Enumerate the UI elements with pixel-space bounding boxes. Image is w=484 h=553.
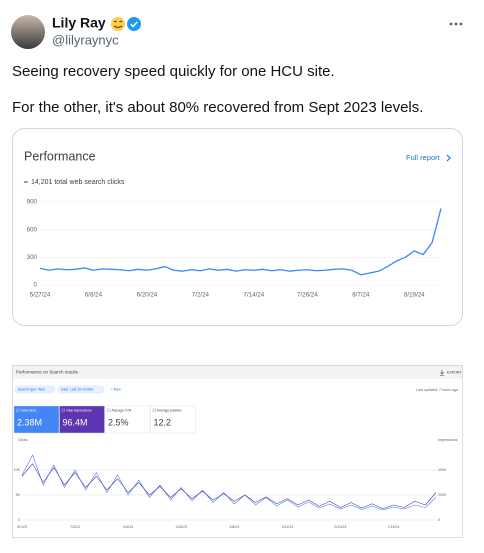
metric-checkbox[interactable] xyxy=(16,408,20,412)
header-bar xyxy=(13,366,462,379)
verified-badge xyxy=(127,17,141,31)
x-tick-label: 6/20/24 xyxy=(137,292,158,299)
x-tick-label: 5/27/24 xyxy=(30,292,51,299)
emoji xyxy=(111,17,125,31)
x-tick-label: 1/8/24 xyxy=(229,525,239,529)
export-button[interactable]: EXPORT xyxy=(447,370,463,374)
x-tick-label: 7/14/24 xyxy=(244,292,265,299)
metric-value: 12.2 xyxy=(154,417,172,427)
x-tick-label: 6/8/24 xyxy=(85,292,103,299)
y2-tick-label: 0 xyxy=(438,518,440,522)
metric-checkbox[interactable] xyxy=(152,408,156,412)
avatar[interactable] xyxy=(11,15,45,49)
x-tick-label: 9/4/23 xyxy=(123,525,133,529)
filter-chip[interactable] xyxy=(57,385,105,394)
legend-label: 14,201 total web search clicks xyxy=(31,179,125,186)
metric-label: Average position xyxy=(157,408,182,412)
y-tick-label: 10K xyxy=(14,468,21,472)
metric-value: 96.4M xyxy=(63,417,88,427)
y2-axis-label: Impressions xyxy=(438,438,458,442)
x-tick-label: 7/26/24 xyxy=(297,292,318,299)
metric-checkbox[interactable] xyxy=(61,408,65,412)
y-tick-label: 0 xyxy=(34,282,38,289)
filter-chip[interactable] xyxy=(14,385,56,394)
y2-tick-label: 400K xyxy=(438,468,447,472)
y2-tick-label: 200K xyxy=(438,493,447,497)
metric-checkbox[interactable] xyxy=(107,408,111,412)
data-line xyxy=(39,208,442,276)
author-name[interactable]: Lily Ray xyxy=(52,15,106,31)
metric-box[interactable] xyxy=(150,405,196,434)
x-tick-label: 8/19/24 xyxy=(404,292,425,299)
chevron xyxy=(446,154,451,162)
metric-box[interactable] xyxy=(59,405,105,434)
x-tick-label: 11/6/23 xyxy=(175,525,187,529)
y-tick-label: 300 xyxy=(27,254,38,261)
y-tick-label: 900 xyxy=(27,199,38,206)
y-tick-label: 0 xyxy=(18,518,20,522)
x-tick-label: 7/15/24 xyxy=(388,525,400,529)
x-tick-label: 5/13/24 xyxy=(334,525,346,529)
x-tick-label: 8/7/24 xyxy=(352,292,370,299)
handle[interactable]: @lilyraynyc xyxy=(52,32,119,47)
x-tick-label: 5/1/23 xyxy=(17,525,27,529)
card-title: Performance on Search results xyxy=(16,370,79,375)
filter-chip-label[interactable]: + New xyxy=(111,388,121,392)
export-icon xyxy=(440,370,444,376)
post-text: For the other, it's about 80% recovered … xyxy=(12,99,423,116)
metric-value: 2.38M xyxy=(17,417,42,427)
data-line xyxy=(21,454,437,511)
metric-value: 2.5% xyxy=(108,417,129,427)
metric-box[interactable] xyxy=(104,405,151,434)
post-text: Seeing recovery speed quickly for one HC… xyxy=(12,63,335,80)
metric-label: Average CTR xyxy=(112,408,133,412)
last-updated: Last updated: 7 hours ago xyxy=(416,388,458,392)
more-menu[interactable] xyxy=(449,22,463,26)
x-tick-label: 7/2/24 xyxy=(192,292,210,299)
x-tick-label: 3/11/24 xyxy=(282,525,294,529)
x-tick-label: 7/3/23 xyxy=(70,525,80,529)
full-report-link[interactable]: Full report xyxy=(406,153,441,162)
filter-chip-label[interactable]: Date: Last 16 months xyxy=(61,388,94,392)
y-tick-label: 600 xyxy=(27,226,38,233)
card-title: Performance xyxy=(24,149,96,163)
metric-box[interactable] xyxy=(13,405,60,434)
metric-label: Total impressions xyxy=(66,408,92,412)
y-axis-label: Clicks xyxy=(18,438,28,442)
data-line xyxy=(21,463,437,510)
card xyxy=(12,128,463,326)
filter-chip-label[interactable]: Search type: Web xyxy=(18,388,45,392)
y-tick-label: 5K xyxy=(16,493,21,497)
metric-label: Total clicks xyxy=(21,408,37,412)
